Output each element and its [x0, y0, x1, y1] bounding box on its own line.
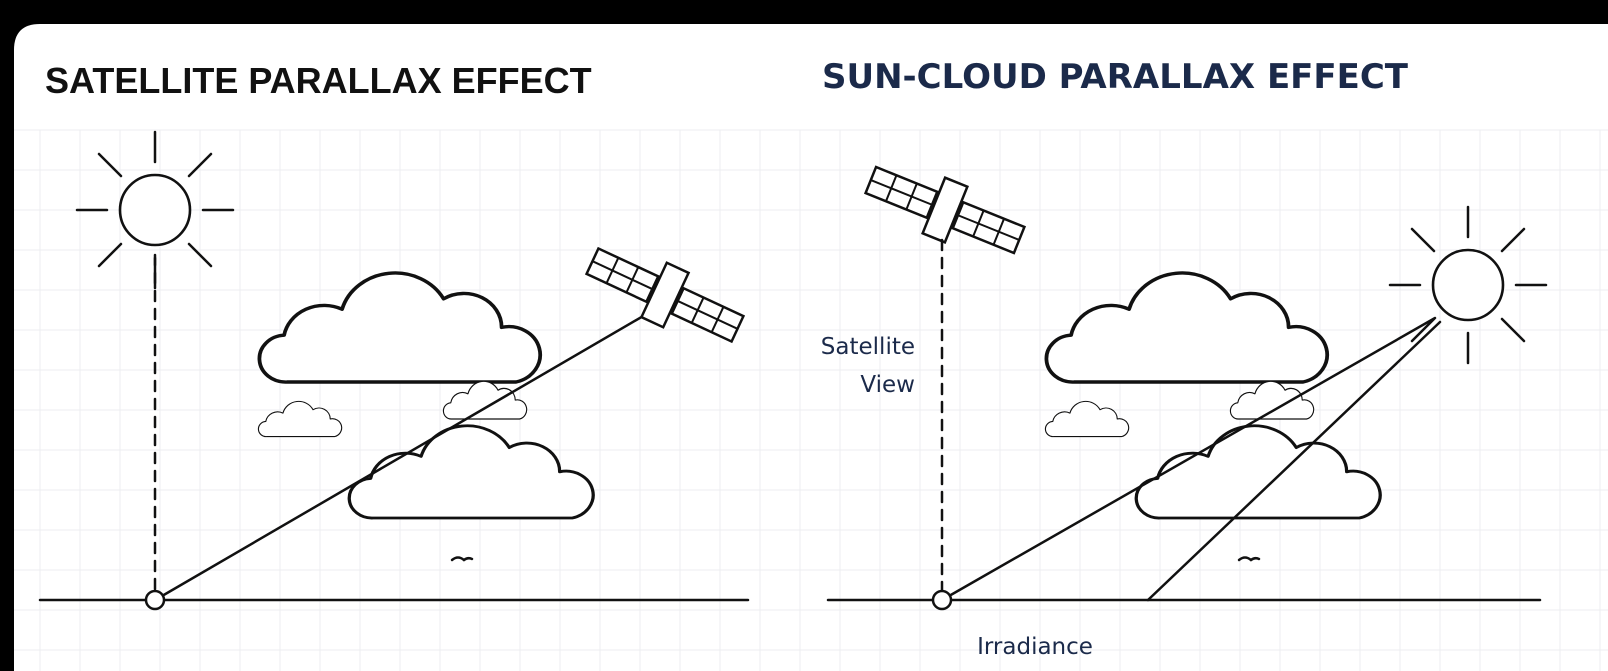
bird — [1237, 556, 1261, 562]
bird — [450, 556, 474, 562]
line-of-sight — [947, 316, 1437, 598]
sun-ray — [1146, 320, 1442, 602]
satellite-view-label: Satellite — [821, 334, 915, 360]
canvas-background — [14, 24, 1608, 671]
observation-point — [144, 589, 166, 611]
left-title: SATELLITE PARALLAX EFFECT — [45, 60, 592, 101]
line-of-sight — [160, 313, 647, 598]
observation-point — [931, 589, 953, 611]
sun-icon — [1388, 205, 1548, 365]
right-title: SUN-CLOUD PARALLAX EFFECT — [822, 57, 1409, 97]
irradiance-label: Irradiance — [977, 634, 1093, 660]
satellite-view-label: View — [860, 372, 915, 398]
